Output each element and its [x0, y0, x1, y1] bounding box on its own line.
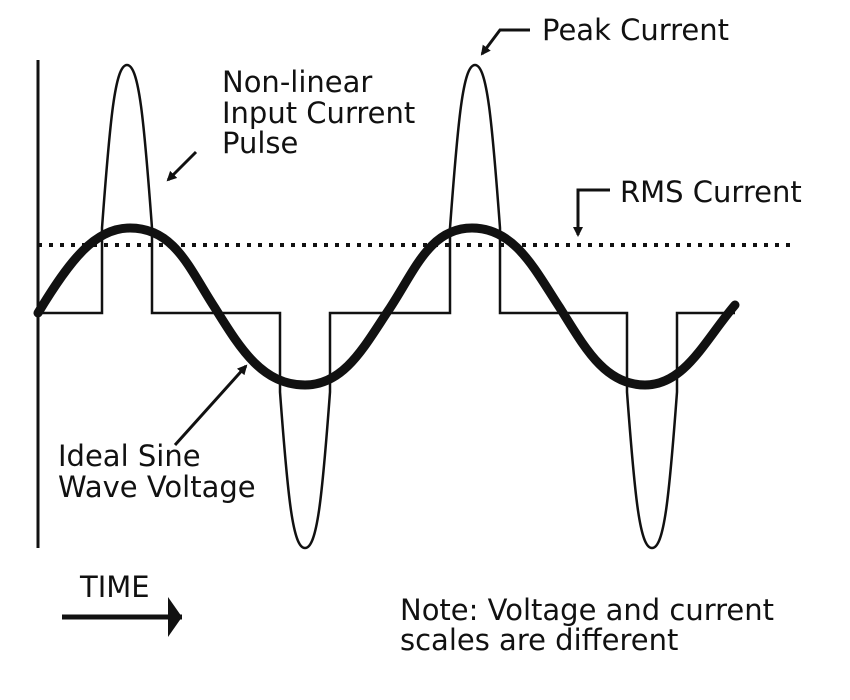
- label: Pulse: [222, 126, 298, 160]
- label: RMS Current: [620, 175, 802, 209]
- note: Note: Voltage and current: [400, 593, 774, 627]
- label: Wave Voltage: [58, 470, 256, 504]
- arrow: [573, 188, 610, 237]
- arrow: [173, 364, 248, 447]
- note: scales are different: [400, 623, 678, 657]
- label: Peak Current: [542, 13, 729, 47]
- label: Ideal Sine: [58, 439, 201, 473]
- label: TIME: [79, 570, 150, 604]
- label: Input Current: [222, 96, 415, 130]
- label: Non-linear: [222, 65, 372, 99]
- sine-waveform: [33, 223, 740, 390]
- arrow: [166, 150, 198, 182]
- arrow: [480, 28, 530, 56]
